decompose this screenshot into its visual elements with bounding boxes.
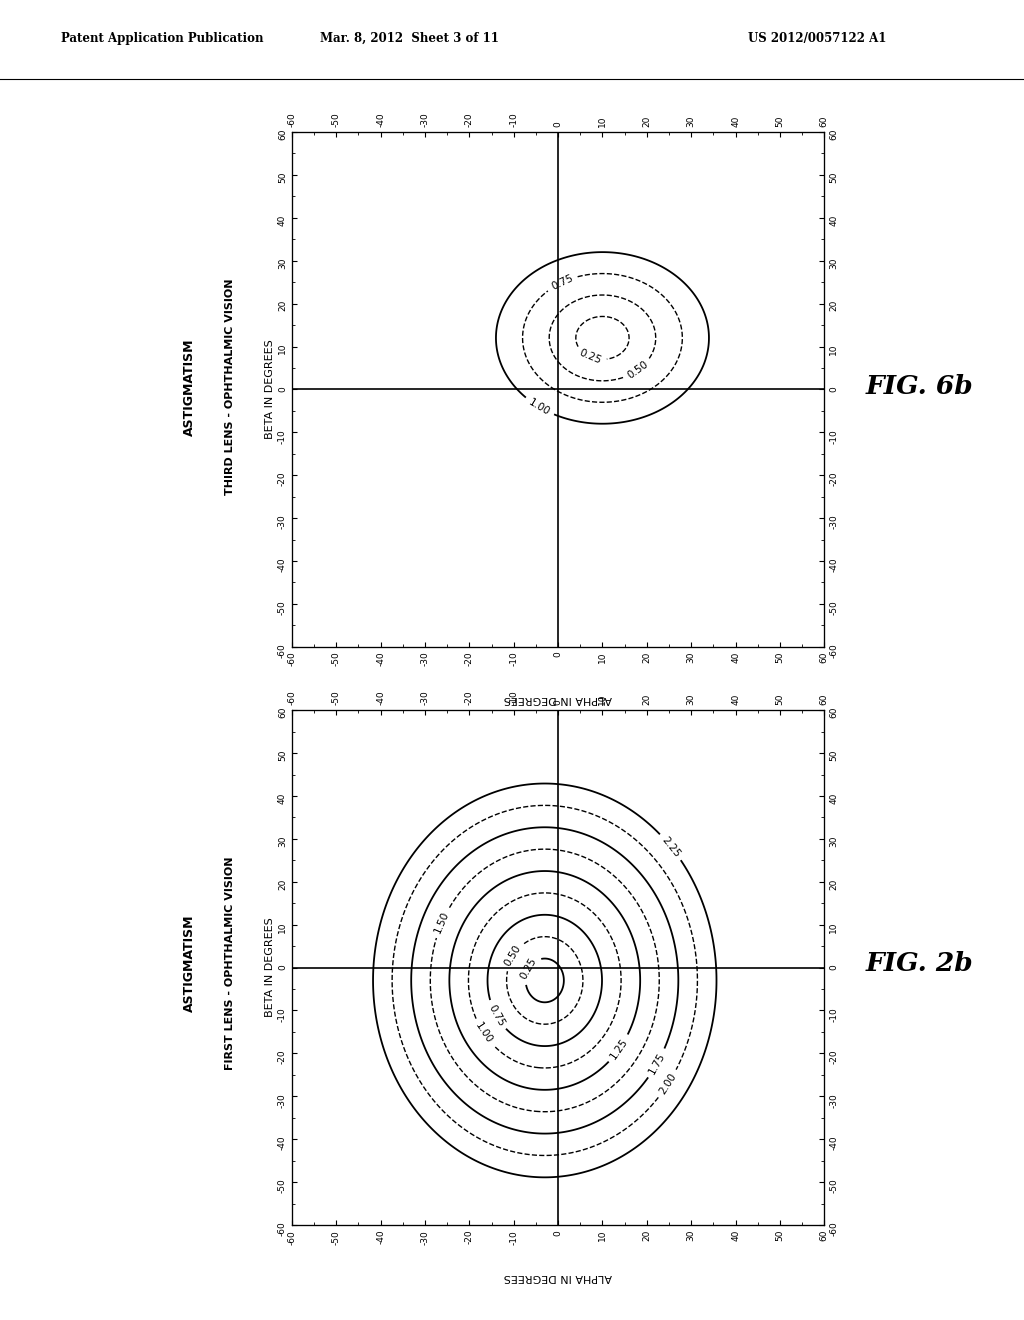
Text: FIRST LENS - OPHTHALMIC VISION: FIRST LENS - OPHTHALMIC VISION (225, 857, 236, 1071)
Text: 0.75: 0.75 (550, 273, 574, 292)
Text: ASTIGMATISM: ASTIGMATISM (183, 338, 196, 436)
Text: 0.25: 0.25 (518, 956, 539, 981)
Text: 1.00: 1.00 (527, 397, 552, 417)
Text: 2.25: 2.25 (659, 834, 682, 859)
Text: 0.50: 0.50 (503, 944, 523, 969)
X-axis label: ALPHA IN DEGREES: ALPHA IN DEGREES (504, 1272, 612, 1282)
Text: 1.00: 1.00 (473, 1020, 495, 1045)
Text: 2.00: 2.00 (657, 1072, 678, 1097)
Text: 1.50: 1.50 (433, 909, 452, 935)
Text: FIG. 2b: FIG. 2b (865, 952, 973, 975)
Y-axis label: BETA IN DEGREES: BETA IN DEGREES (265, 917, 275, 1018)
X-axis label: ALPHA IN DEGREES: ALPHA IN DEGREES (504, 694, 612, 704)
Text: 1.25: 1.25 (608, 1036, 630, 1061)
Text: 0.50: 0.50 (626, 359, 650, 381)
Text: ASTIGMATISM: ASTIGMATISM (183, 915, 196, 1012)
Text: 1.75: 1.75 (647, 1051, 667, 1076)
Y-axis label: BETA IN DEGREES: BETA IN DEGREES (265, 339, 275, 440)
Text: US 2012/0057122 A1: US 2012/0057122 A1 (748, 32, 886, 45)
Text: 0.75: 0.75 (486, 1003, 506, 1028)
Text: THIRD LENS - OPHTHALMIC VISION: THIRD LENS - OPHTHALMIC VISION (225, 279, 236, 495)
Text: Mar. 8, 2012  Sheet 3 of 11: Mar. 8, 2012 Sheet 3 of 11 (321, 32, 499, 45)
Text: FIG. 6b: FIG. 6b (865, 375, 973, 399)
Text: 0.25: 0.25 (578, 348, 603, 366)
Text: Patent Application Publication: Patent Application Publication (61, 32, 264, 45)
